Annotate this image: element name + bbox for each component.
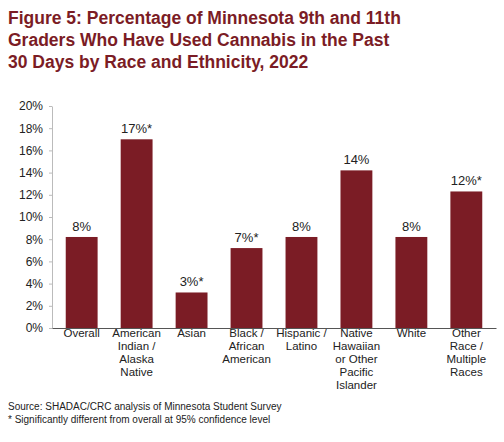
y-tick-mark	[49, 128, 52, 129]
y-tick-label: 2%	[26, 299, 44, 313]
text-line: Native	[120, 366, 153, 378]
y-tick-mark	[49, 173, 52, 174]
y-tick-mark	[49, 106, 52, 107]
x-tick: Overall	[63, 327, 99, 339]
x-tick: Asian	[177, 327, 206, 339]
y-tick-mark	[49, 284, 52, 285]
data-label: 7%*	[235, 230, 259, 245]
x-tick: NativeHawaiianor OtherPacificIslander	[333, 327, 380, 391]
bar	[286, 237, 318, 328]
text-line: Hispanic /	[276, 327, 327, 339]
y-axis: 0% 2% 4% 6% 8% 10% 12% 14% 16% 18% 20%	[19, 99, 53, 335]
text-line: Pacific	[339, 366, 373, 378]
text-line: Islander	[336, 379, 377, 391]
data-label: 3%*	[180, 274, 204, 289]
y-tick-mark	[49, 150, 52, 151]
bar	[121, 139, 153, 328]
data-labels: 8% 17%* 3%* 7%* 8% 14% 8% 12%*	[72, 121, 482, 289]
bar	[450, 191, 482, 328]
text-line: American	[222, 353, 271, 365]
x-tick: OtherRace /MultipleRaces	[447, 327, 487, 378]
text-line: Native	[340, 327, 373, 339]
bar	[231, 248, 263, 328]
x-axis: OverallAmericanIndian /AlaskaNativeAsian…	[53, 327, 497, 391]
y-tick: 6%	[26, 255, 52, 269]
chart: Figure 5: Percentage of Minnesota 9th an…	[0, 0, 504, 442]
y-tick: 12%	[19, 188, 52, 202]
data-label: 8%	[292, 219, 311, 234]
y-tick-label: 18%	[19, 122, 43, 136]
text-line: or Other	[335, 353, 377, 365]
y-tick-label: 8%	[26, 233, 44, 247]
text-line: Black /	[229, 327, 264, 339]
data-label: 8%	[402, 219, 421, 234]
x-tick: Hispanic /Latino	[276, 327, 327, 352]
y-tick: 16%	[19, 144, 52, 158]
text-line: White	[397, 327, 426, 339]
text-line: Latino	[286, 340, 317, 352]
y-tick: 2%	[26, 299, 52, 313]
text-line: Indian /	[118, 340, 157, 352]
x-tick-label: NativeHawaiianor OtherPacificIslander	[333, 327, 380, 391]
y-tick-label: 6%	[26, 255, 44, 269]
text-line: African	[229, 340, 265, 352]
text-line: Hawaiian	[333, 340, 380, 352]
x-tick-label: Hispanic /Latino	[276, 327, 327, 352]
y-tick-label: 10%	[19, 210, 43, 224]
y-tick-label: 12%	[19, 188, 43, 202]
text-line: Figure 5: Percentage of Minnesota 9th an…	[8, 8, 401, 28]
x-tick-label: Overall	[63, 327, 99, 339]
x-tick-label: AmericanIndian /AlaskaNative	[112, 327, 161, 378]
x-tick: Black /AfricanAmerican	[222, 327, 271, 365]
text-line: Graders Who Have Used Cannabis in the Pa…	[8, 30, 389, 50]
text-line: American	[112, 327, 161, 339]
title: Figure 5: Percentage of Minnesota 9th an…	[8, 8, 401, 72]
y-tick: 4%	[26, 277, 52, 291]
text-line: Races	[450, 366, 483, 378]
x-tick: White	[397, 327, 426, 339]
text-line: Other	[452, 327, 481, 339]
data-label: 8%	[72, 219, 91, 234]
y-tick: 20%	[19, 99, 52, 113]
bar	[395, 237, 427, 328]
bar	[176, 292, 208, 328]
y-tick-label: 4%	[26, 277, 44, 291]
y-tick-label: 20%	[19, 99, 43, 113]
text-line: Asian	[177, 327, 206, 339]
data-label: 12%*	[451, 173, 482, 188]
plot: 0% 2% 4% 6% 8% 10% 12% 14% 16% 18% 20% Overall Ameri…	[19, 99, 497, 391]
text-line: Alaska	[119, 353, 154, 365]
annotation: Source: SHADAC/CRC analysis of Minnesota…	[8, 401, 281, 412]
x-tick: AmericanIndian /AlaskaNative	[112, 327, 161, 378]
text-line: Overall	[63, 327, 99, 339]
y-tick: 18%	[19, 122, 52, 136]
x-tick-label: Black /AfricanAmerican	[222, 327, 271, 365]
text-line: Multiple	[447, 353, 487, 365]
text-line: Race /	[450, 340, 484, 352]
x-tick-label: Asian	[177, 327, 206, 339]
y-axis-line	[52, 107, 53, 329]
y-tick: 0%	[26, 321, 52, 335]
data-label: 14%	[343, 152, 369, 167]
bar	[340, 170, 372, 328]
y-tick-mark	[49, 306, 52, 307]
x-tick-label: White	[397, 327, 426, 339]
y-tick: 10%	[19, 210, 52, 224]
text-line: 30 Days by Race and Ethnicity, 2022	[8, 52, 309, 72]
bars	[66, 139, 483, 328]
y-tick: 8%	[26, 233, 52, 247]
y-tick-mark	[49, 328, 52, 329]
y-tick-mark	[49, 261, 52, 262]
annotation: * Significantly different from overall a…	[8, 414, 270, 425]
y-tick-mark	[49, 217, 52, 218]
y-tick-label: 0%	[26, 321, 44, 335]
y-tick-mark	[49, 239, 52, 240]
y-tick: 14%	[19, 166, 52, 180]
y-tick-label: 16%	[19, 144, 43, 158]
bar	[66, 237, 98, 328]
y-tick-label: 14%	[19, 166, 43, 180]
y-tick-mark	[49, 195, 52, 196]
x-tick-label: OtherRace /MultipleRaces	[447, 327, 487, 378]
data-label: 17%*	[121, 121, 152, 136]
